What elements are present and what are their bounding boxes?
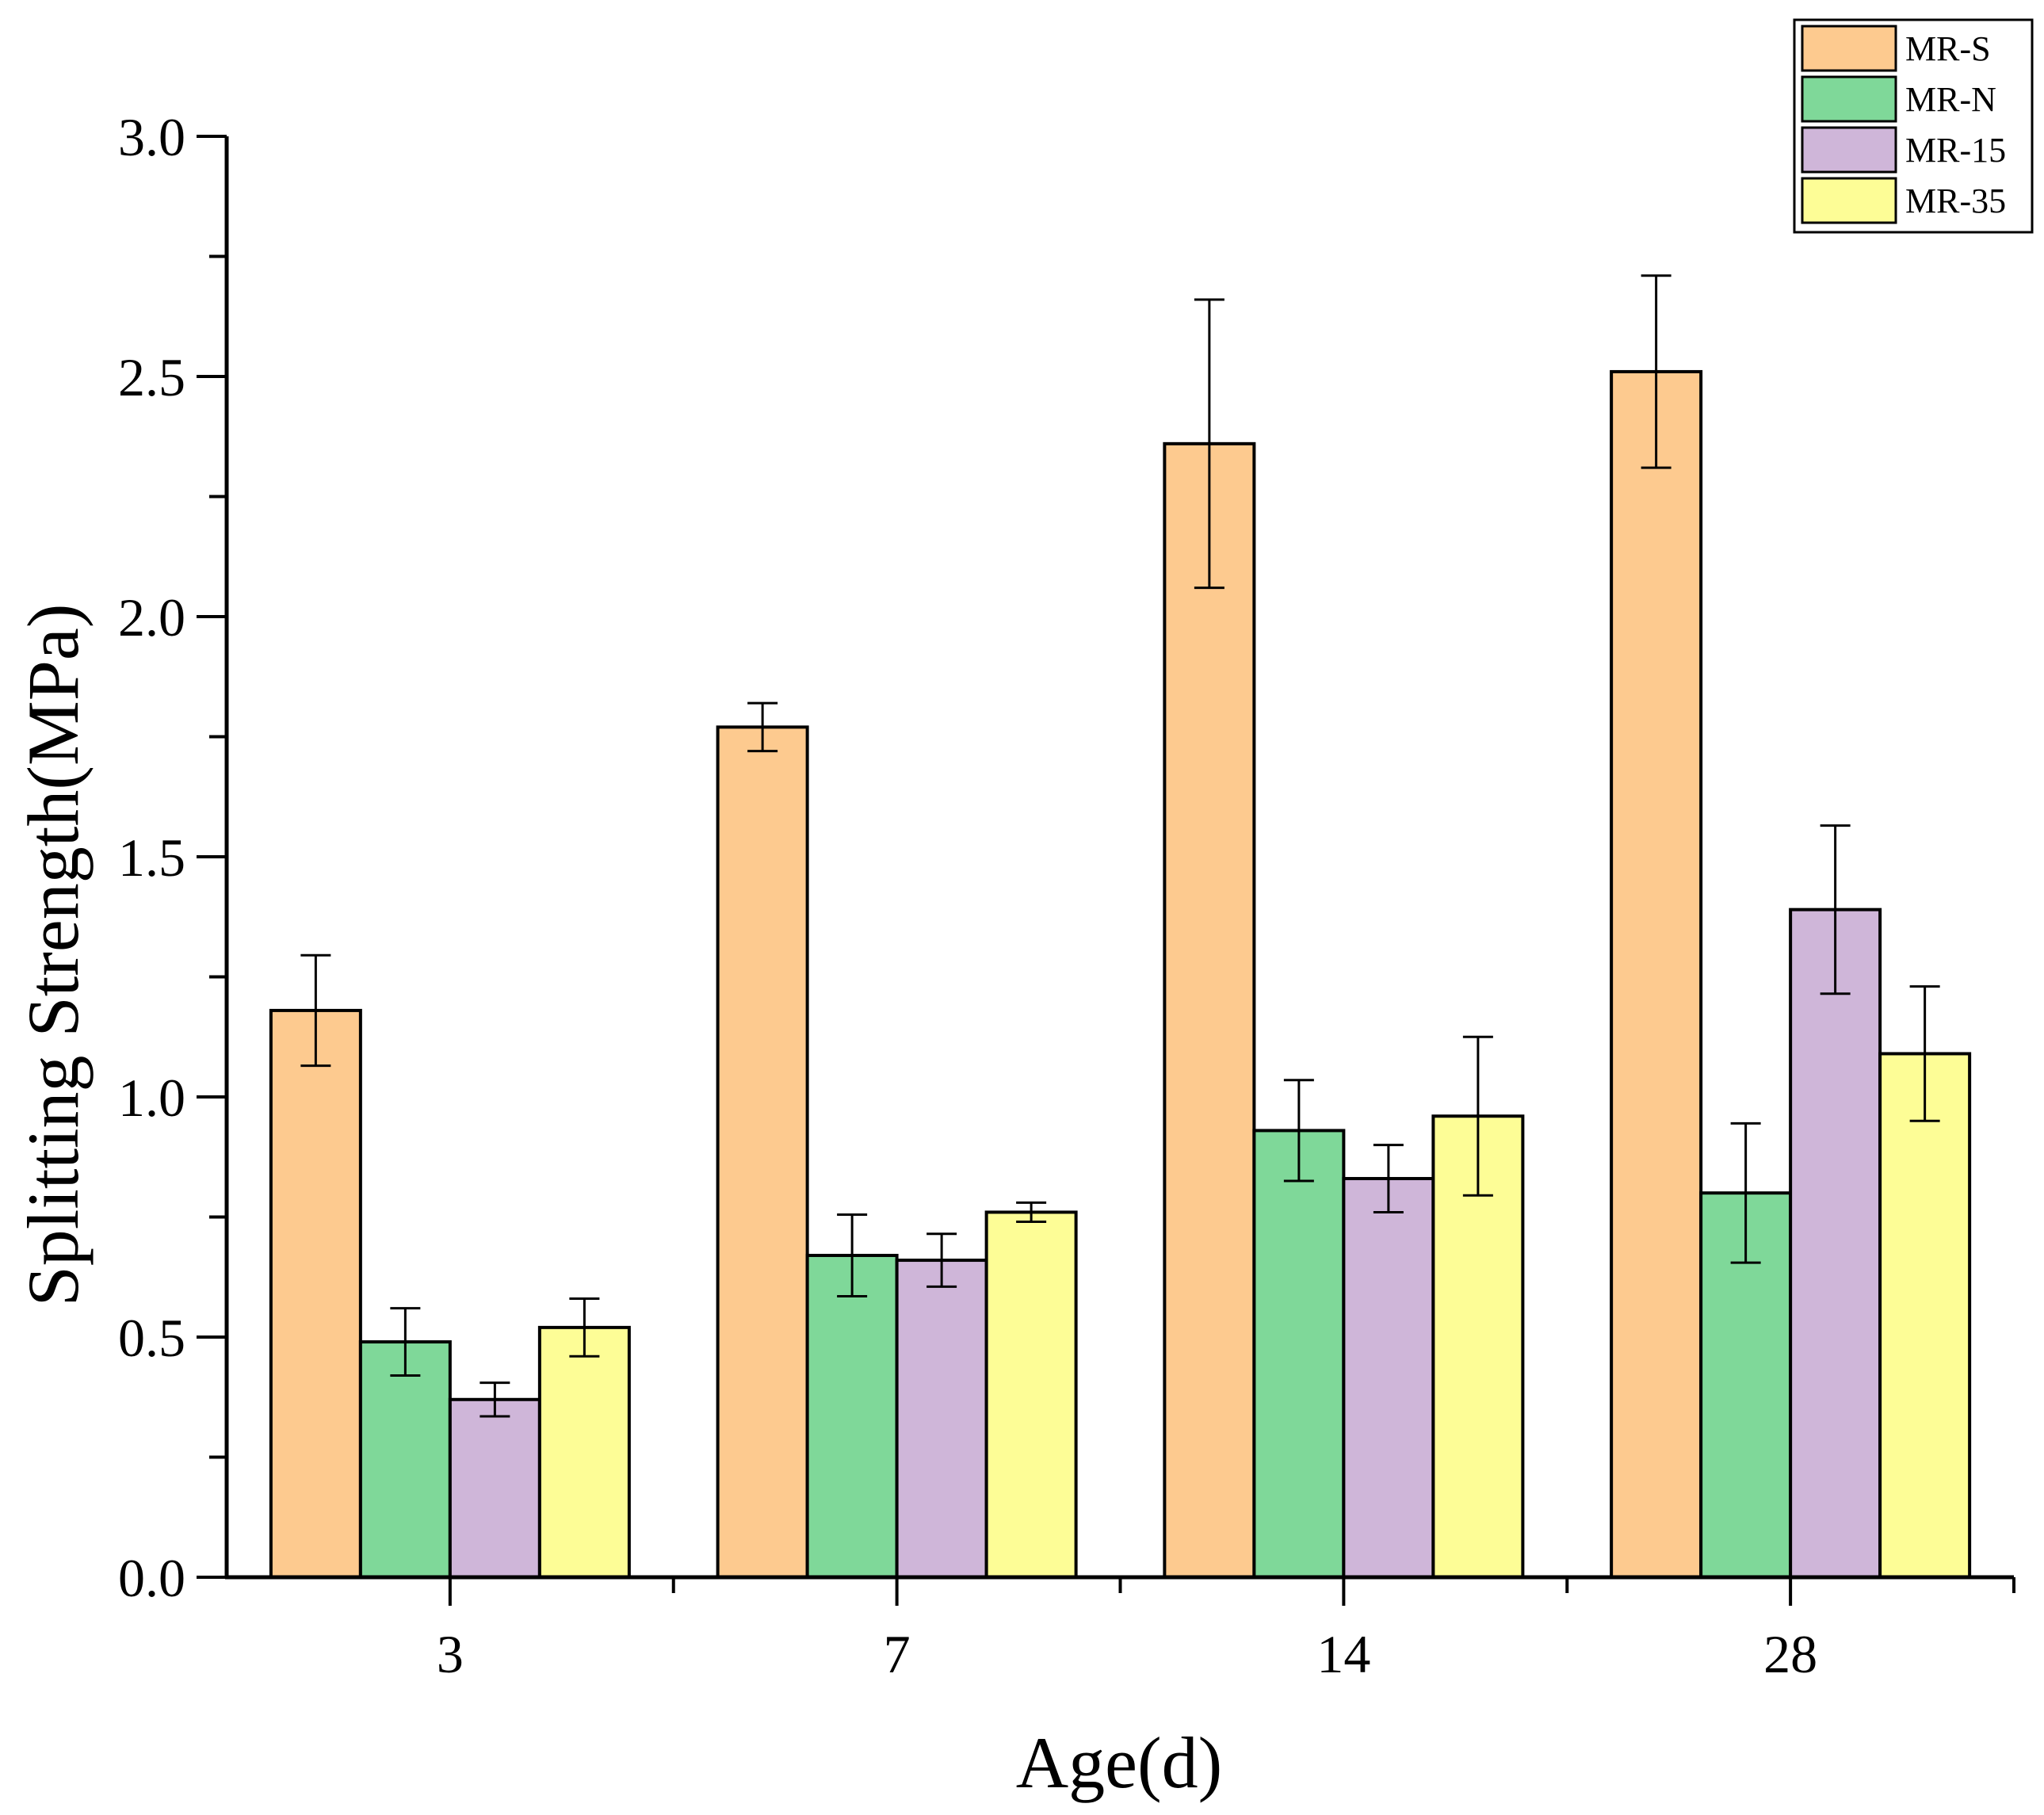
bar-mr-15-7d (895, 1259, 988, 1580)
x-tick-label: 7 (884, 1624, 911, 1684)
x-axis-title: Age(d) (1016, 1722, 1223, 1803)
legend-label: MR-35 (1905, 182, 2006, 220)
error-bar-mr-15-28d (1820, 824, 1851, 995)
error-bar-mr-s-3d (300, 953, 331, 1068)
error-bar-mr-n-14d (1283, 1079, 1314, 1183)
bars-layer (269, 369, 1972, 1580)
legend-swatch (1801, 75, 1897, 123)
y-tick-label: 1.5 (118, 827, 185, 888)
legend: MR-S MR-N MR-15 MR-35 (1793, 18, 2034, 234)
bar-mr-15-28d (1789, 908, 1882, 1580)
bar-mr-s-7d (716, 725, 809, 1579)
bar-mr-35-3d (537, 1325, 631, 1579)
legend-label: MR-15 (1905, 131, 2006, 170)
error-bar-mr-n-28d (1730, 1121, 1761, 1264)
bar-mr-15-14d (1342, 1177, 1435, 1580)
error-bar-mr-35-14d (1462, 1035, 1493, 1197)
error-bars-layer (300, 274, 1940, 1418)
legend-item-mr-35: MR-35 (1801, 177, 2006, 224)
legend-swatch (1801, 126, 1897, 174)
x-tick-label: 3 (437, 1624, 464, 1684)
error-bar-mr-35-7d (1016, 1201, 1047, 1224)
y-tick-label: 3.0 (118, 107, 185, 167)
error-bar-mr-35-28d (1909, 985, 1940, 1122)
error-bar-mr-s-14d (1194, 298, 1224, 590)
legend-item-mr-15: MR-15 (1801, 126, 2006, 174)
bar-mr-n-14d (1252, 1129, 1346, 1580)
bar-mr-s-14d (1163, 441, 1256, 1580)
bar-mr-n-3d (358, 1340, 452, 1580)
legend-label: MR-N (1905, 80, 1996, 119)
bar-mr-35-28d (1878, 1052, 1972, 1579)
legend-swatch (1801, 25, 1897, 72)
error-bar-mr-n-7d (837, 1213, 868, 1297)
x-tick-label: 14 (1316, 1624, 1370, 1684)
bar-mr-s-3d (269, 1008, 362, 1580)
y-axis-title: Splitting Strength(MPa) (13, 604, 94, 1307)
error-bar-mr-15-14d (1373, 1144, 1404, 1213)
bar-mr-15-3d (448, 1397, 541, 1580)
error-bar-mr-15-3d (479, 1381, 510, 1418)
bar-mr-n-7d (805, 1253, 899, 1579)
y-tick-label: 1.0 (118, 1068, 185, 1128)
error-bar-mr-s-7d (747, 701, 778, 753)
error-bar-mr-15-7d (926, 1232, 957, 1288)
legend-item-mr-n: MR-N (1801, 75, 1996, 123)
legend-label: MR-S (1905, 29, 1991, 68)
y-tick-label: 0.5 (118, 1308, 185, 1368)
y-tick-label: 0.0 (118, 1548, 185, 1608)
y-tick-label: 2.5 (118, 347, 185, 407)
error-bar-mr-n-3d (390, 1307, 421, 1377)
legend-item-mr-s: MR-S (1801, 25, 1991, 72)
legend-swatch (1801, 177, 1897, 224)
bar-mr-s-28d (1610, 369, 1703, 1580)
axes-layer (197, 135, 2015, 1606)
y-tick-label: 2.0 (118, 587, 185, 648)
labels-layer: Age(d) Splitting Strength(MPa) 0.0 0.5 1.0… (13, 107, 1817, 1803)
error-bar-mr-35-3d (569, 1297, 600, 1358)
error-bar-mr-s-28d (1641, 274, 1671, 469)
bar-mr-35-7d (984, 1210, 1078, 1579)
x-tick-label: 28 (1763, 1624, 1817, 1684)
